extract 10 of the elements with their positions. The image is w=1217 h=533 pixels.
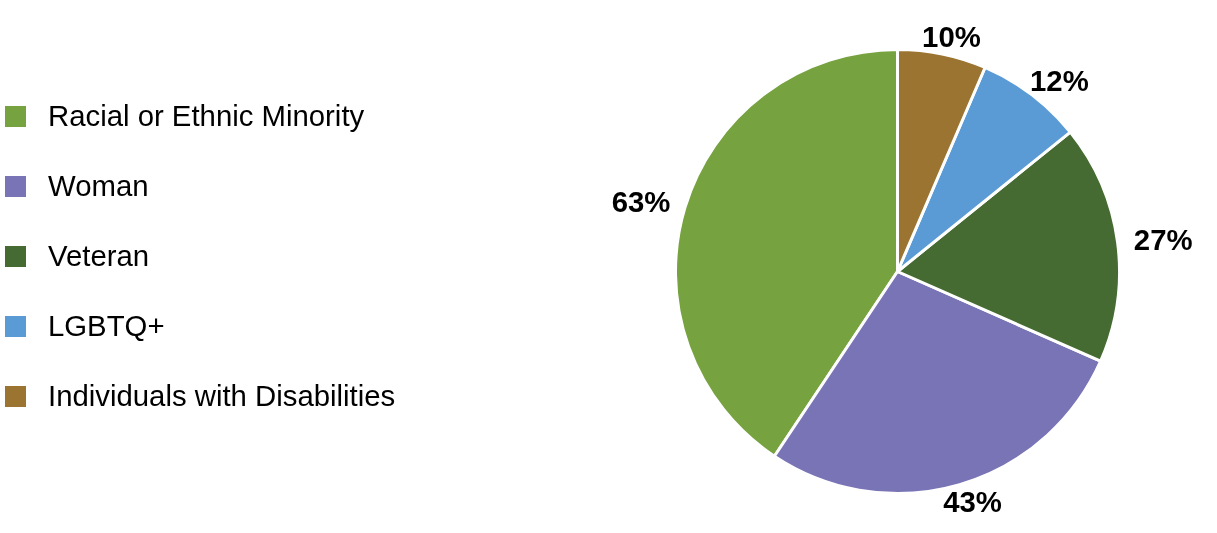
data-label: 43%	[943, 485, 1002, 519]
legend-label: Individuals with Disabilities	[48, 379, 396, 413]
legend-label: Woman	[48, 169, 149, 203]
legend-label: Racial or Ethnic Minority	[48, 99, 365, 133]
data-label: 27%	[1133, 223, 1193, 257]
data-label: 12%	[1030, 63, 1089, 97]
legend-label: Veteran	[48, 239, 150, 273]
data-label: 10%	[922, 19, 981, 53]
legend-label: LGBTQ+	[48, 309, 165, 343]
data-label: 63%	[611, 185, 671, 219]
